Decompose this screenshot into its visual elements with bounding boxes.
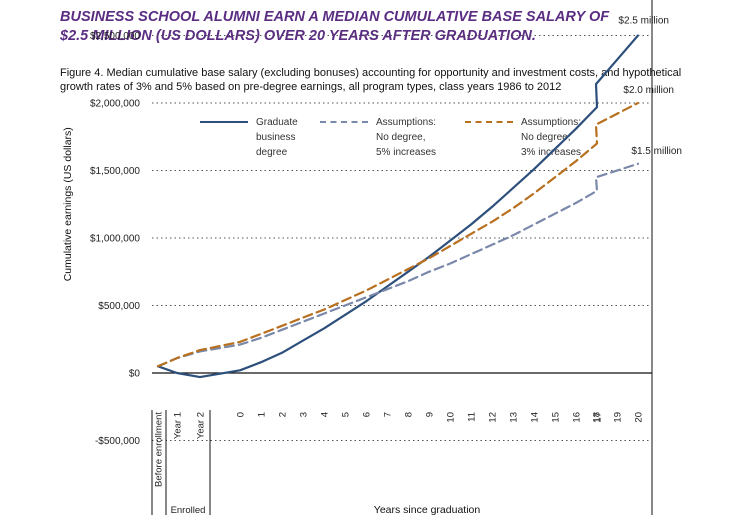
x-tick-label: 5 — [341, 412, 352, 417]
series-line-2 — [156, 101, 640, 368]
legend-label-line: No degree, — [521, 132, 571, 143]
series-line-0 — [156, 34, 640, 379]
x-tick-label: 15 — [551, 412, 562, 423]
x-tick-label: 3 — [299, 412, 310, 417]
legend-label-line: Assumptions: — [521, 117, 582, 128]
x-tick-label: 20 — [634, 412, 645, 423]
x-tick-label: 4 — [320, 412, 331, 417]
x-tick-label: 7 — [383, 412, 394, 417]
x-tick-label: 17 — [593, 412, 604, 423]
series-line-1 — [156, 162, 640, 368]
x-tick-label: 1 — [257, 412, 268, 417]
x-tick-label: 8 — [404, 412, 415, 417]
legend-label-five-percent: Assumptions: No degree, 5% increases — [376, 115, 436, 160]
x-tick-label: 13 — [509, 412, 520, 423]
x-tick-label: 6 — [362, 412, 373, 417]
headline: BUSINESS SCHOOL ALUMNI EARN A MEDIAN CUM… — [60, 8, 700, 46]
x-tick-label: 18 — [592, 412, 603, 423]
legend-swatch-three-percent — [465, 121, 513, 123]
x-tick-label: 10 — [446, 412, 457, 423]
y-tick-label: $0 — [129, 369, 141, 380]
legend-label-line: 5% increases — [376, 147, 437, 158]
x-tick-label: 0 — [236, 412, 247, 417]
y-tick-label: $1,000,000 — [90, 234, 140, 245]
enrolled-label: Enrolled — [171, 505, 206, 516]
legend-label-line: degree — [256, 147, 288, 158]
headline-line-2: $2.5 MILLION (US DOLLARS) OVER 20 YEARS … — [60, 28, 536, 44]
legend-label-line: Assumptions: — [376, 117, 437, 128]
y-tick-label: $500,000 — [98, 301, 140, 312]
y-axis-title: Cumulative earnings (US dollars) — [62, 127, 74, 281]
x-tick-label: Year 2 — [196, 412, 207, 439]
headline-line-1: BUSINESS SCHOOL ALUMNI EARN A MEDIAN CUM… — [60, 9, 610, 25]
x-axis-title: Years since graduation — [374, 504, 481, 516]
x-tick-label: 9 — [425, 412, 436, 417]
x-tick-label: 2 — [278, 412, 289, 417]
legend-label-line: Graduate — [256, 117, 298, 128]
x-tick-label: 16 — [572, 412, 583, 423]
x-tick-label: 14 — [530, 412, 541, 423]
x-tick-label: 11 — [467, 412, 478, 422]
y-tick-label: $2,500,000 — [90, 31, 140, 42]
series-end-label: $1.5 million — [631, 146, 682, 157]
y-tick-label: $1,500,000 — [90, 166, 140, 177]
series-end-label: $2.5 million — [618, 16, 669, 27]
x-tick-label: Before enrollment — [154, 412, 165, 487]
legend-label-graduate: Graduate business degree — [256, 115, 298, 160]
x-tick-label: 12 — [488, 412, 499, 423]
y-tick-label: -$500,000 — [95, 436, 140, 447]
figure-caption: Figure 4. Median cumulative base salary … — [60, 67, 682, 93]
x-tick-label: Year 1 — [173, 412, 184, 439]
legend-label-line: business — [256, 132, 296, 143]
x-tick-label: 19 — [613, 412, 624, 423]
series-end-label: $2.0 million — [623, 85, 674, 96]
y-tick-label: $2,000,000 — [90, 99, 140, 110]
legend-label-line: No degree, — [376, 132, 426, 143]
legend-swatch-five-percent — [320, 121, 368, 123]
legend-swatch-graduate — [200, 121, 248, 123]
